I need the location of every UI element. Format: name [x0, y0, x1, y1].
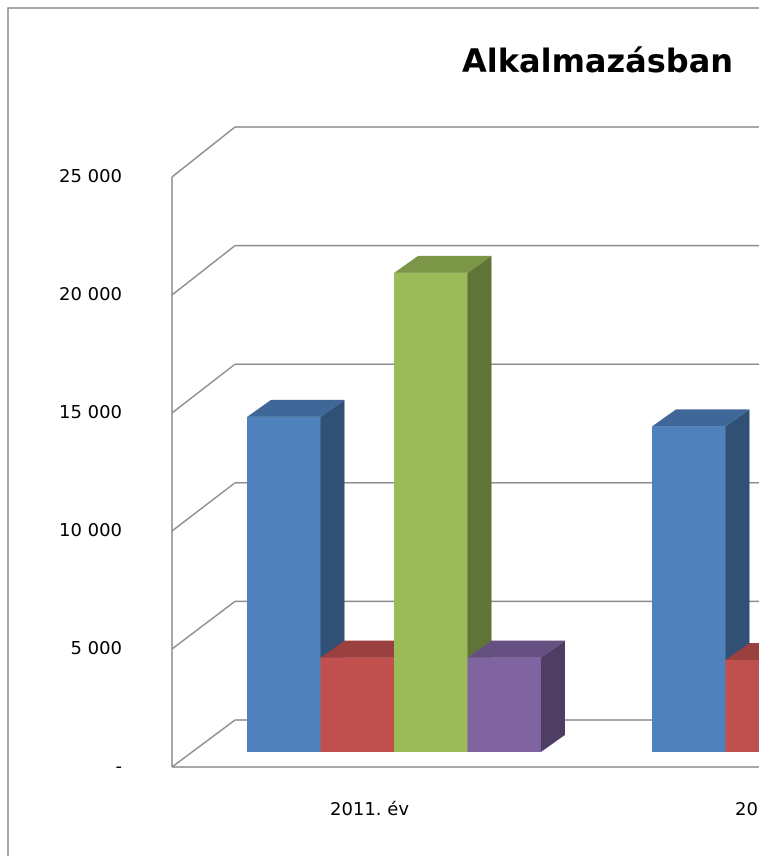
bar-face — [394, 255, 492, 273]
x-tick-label: 2012. j — [735, 799, 759, 820]
bar-face — [320, 640, 418, 658]
bar-face — [320, 657, 394, 752]
y-tick-label: 10 000 — [59, 520, 122, 541]
grid-line — [171, 600, 236, 650]
bar — [394, 255, 492, 753]
bar-face — [725, 659, 759, 752]
grid-line — [171, 482, 236, 532]
y-tick-label: 25 000 — [59, 166, 122, 187]
y-tick-label: 20 000 — [59, 284, 122, 305]
x-tick-label: 2011. év — [330, 799, 409, 820]
grid-line — [171, 363, 236, 414]
bar — [467, 640, 565, 752]
bar-face — [467, 640, 565, 658]
y-tick-label: 15 000 — [59, 402, 122, 423]
grid-line — [171, 245, 236, 296]
chart-title: Alkalmazásban — [462, 42, 733, 80]
y-tick-label: 5 000 — [70, 638, 122, 659]
bar — [725, 642, 759, 752]
y-tick-label: - — [116, 756, 123, 777]
bar-face — [247, 399, 345, 417]
bar-face — [725, 642, 759, 660]
grid-line — [171, 126, 236, 178]
grid-line — [171, 719, 236, 768]
bar-face — [652, 426, 726, 752]
bar-face — [247, 416, 321, 752]
bar-face — [467, 255, 492, 753]
bar-face — [394, 272, 468, 752]
bar-face — [541, 640, 565, 752]
bar-face — [467, 657, 541, 752]
bar-face — [652, 409, 750, 427]
